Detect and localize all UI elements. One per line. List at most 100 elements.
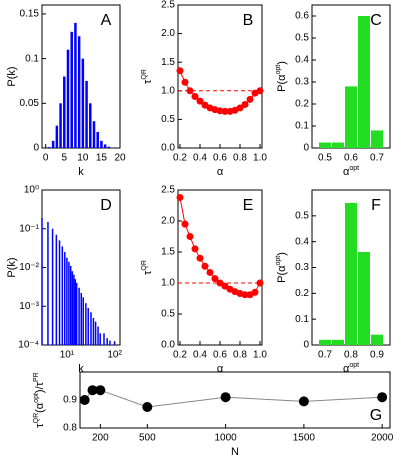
- y-axis-label: P(k): [6, 257, 18, 277]
- bar: [106, 338, 108, 345]
- label-part: P(α: [276, 74, 288, 92]
- y-tick-label: 0.1: [25, 53, 39, 64]
- bar: [371, 130, 383, 148]
- bar: [66, 49, 70, 148]
- bar: [51, 228, 54, 345]
- label-superscript: QR: [141, 260, 148, 271]
- label-part: k: [78, 363, 84, 375]
- panel-letter: A: [101, 12, 112, 29]
- y-tick-label: 1.5: [161, 57, 175, 68]
- y-tick-label: 1.0: [161, 85, 175, 96]
- point: [181, 78, 189, 86]
- y-tick-label: 0.1: [295, 121, 309, 132]
- y-tick-label: 0.6: [295, 11, 309, 22]
- y-tick-label: 0.5: [295, 33, 309, 44]
- y-tick-label: 0.05: [20, 98, 40, 109]
- bar: [73, 274, 75, 345]
- bar: [92, 317, 95, 345]
- y-axis-label: P(αopt): [275, 61, 288, 92]
- y-tick-label: 0.1: [295, 314, 309, 325]
- label-part: )/τ: [34, 381, 46, 393]
- y-axis-label: τQR: [141, 260, 154, 275]
- bar: [71, 271, 74, 345]
- x-tick-label: 1500: [293, 433, 316, 444]
- point: [216, 279, 224, 287]
- bar: [358, 16, 370, 148]
- bar: [345, 202, 357, 345]
- bar: [109, 340, 111, 345]
- point: [241, 291, 249, 299]
- bar: [103, 144, 107, 148]
- x-tick-label: 200: [92, 433, 109, 444]
- point: [241, 101, 249, 109]
- x-tick-label: 0.4: [193, 153, 207, 164]
- point: [221, 282, 229, 290]
- panel-letter: B: [243, 12, 254, 29]
- x-axis-label: k: [78, 166, 84, 178]
- panel-letter: G: [370, 407, 382, 424]
- y-axis-label: τQR(αopt)/τPR: [33, 372, 46, 427]
- x-tick-label: 0.7: [318, 350, 332, 361]
- bar: [69, 265, 72, 345]
- point: [236, 104, 244, 112]
- x-tick-label: 0: [43, 153, 49, 164]
- bar: [319, 339, 331, 345]
- y-tick-label: 0.3: [295, 77, 309, 88]
- point: [256, 279, 264, 287]
- point: [79, 395, 90, 405]
- x-tick-label: 0.6: [213, 350, 227, 361]
- y-tick-label: 2.0: [161, 28, 175, 39]
- x-tick-label: 0.8: [233, 350, 247, 361]
- y-tick-label: 10⁻³: [19, 301, 39, 312]
- y-axis-label: τQR: [141, 69, 154, 84]
- x-tick-label: 2000: [371, 433, 394, 444]
- label-part: (α: [34, 402, 46, 413]
- x-tick-label: 0.6: [344, 153, 358, 164]
- bar: [55, 125, 59, 148]
- point: [206, 268, 214, 276]
- panel-letter: F: [371, 197, 381, 214]
- bar: [81, 58, 85, 148]
- point: [95, 385, 106, 396]
- y-tick-label: 0.5: [161, 114, 175, 125]
- label-part: τ: [142, 79, 154, 84]
- y-tick-label: 0.5: [295, 210, 309, 221]
- y-tick-label: 0.2: [295, 288, 309, 299]
- bar: [103, 333, 105, 345]
- label-part: P(k): [6, 257, 18, 277]
- x-tick-label: 0.4: [193, 350, 207, 361]
- point: [377, 392, 388, 403]
- bar: [47, 221, 49, 345]
- x-tick-label: 0.6: [213, 153, 227, 164]
- x-axis-label: N: [231, 446, 239, 458]
- bar: [58, 240, 61, 345]
- panel-letter: E: [243, 197, 254, 214]
- bar: [107, 146, 111, 148]
- bar: [89, 103, 92, 148]
- plot-frame: [41, 4, 121, 149]
- bar: [92, 121, 96, 148]
- point: [221, 107, 229, 115]
- bar: [74, 279, 77, 345]
- point: [196, 97, 204, 105]
- x-tick-label: 0.8: [233, 153, 247, 164]
- x-tick-label: 0.2: [173, 350, 187, 361]
- y-tick-label: 0.4: [295, 55, 309, 66]
- bar: [63, 76, 66, 148]
- bar: [77, 36, 81, 148]
- label-part: τ: [142, 270, 154, 275]
- y-tick-label: 1.5: [161, 247, 175, 258]
- y-tick-label: 0.5: [161, 309, 175, 320]
- bar: [85, 80, 88, 148]
- x-axis-label: αopt: [343, 362, 359, 375]
- panel-letter: C: [370, 12, 382, 29]
- y-tick-label: 2.5: [161, 0, 175, 11]
- label-part: ): [276, 61, 288, 65]
- bar: [113, 341, 116, 345]
- y-tick-label: 2.0: [161, 216, 175, 227]
- line: [84, 389, 383, 408]
- y-axis-label: P(k): [6, 66, 18, 86]
- point: [186, 87, 194, 95]
- panel-letter: D: [100, 197, 112, 214]
